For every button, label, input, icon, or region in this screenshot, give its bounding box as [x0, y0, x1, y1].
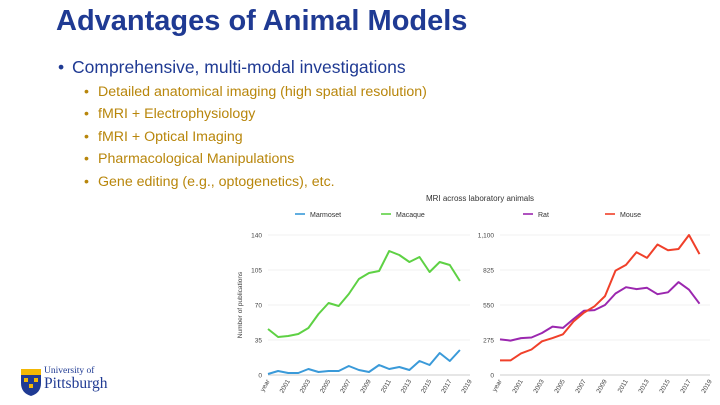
- sub-bullet: • fMRI + Optical Imaging: [84, 126, 427, 148]
- x-tick-label: 2001: [511, 378, 524, 394]
- series-line-macaque: [267, 250, 461, 338]
- x-tick-label: year: [491, 378, 504, 393]
- sub-bullet-text: fMRI + Optical Imaging: [98, 128, 243, 145]
- x-tick-label: 2009: [595, 378, 608, 394]
- legend-label-rat: Rat: [538, 212, 549, 219]
- x-tick-label: 2011: [380, 378, 393, 394]
- y-tick-label: 550: [483, 303, 494, 310]
- bullet-dot: •: [84, 128, 89, 145]
- slide-title: Advantages of Animal Models: [56, 5, 468, 37]
- bullet-dot: •: [58, 57, 65, 77]
- main-bullet: • Comprehensive, multi-modal investigatio…: [58, 57, 406, 78]
- y-tick-label: 275: [483, 338, 494, 345]
- x-tick-label: year: [259, 378, 272, 393]
- legend-label-mouse: Mouse: [620, 212, 641, 219]
- x-tick-label: 2017: [679, 378, 692, 394]
- y-tick-label: 35: [255, 338, 263, 345]
- y-tick-label: 0: [490, 373, 494, 380]
- x-tick-label: 2005: [553, 378, 566, 394]
- x-tick-label: 2015: [420, 378, 433, 394]
- x-tick-label: 2001: [279, 378, 292, 394]
- y-tick-label: 105: [251, 268, 262, 275]
- y-tick-label: 70: [255, 303, 263, 310]
- x-tick-label: 2013: [400, 378, 413, 394]
- main-bullet-text: Comprehensive, multi-modal investigation…: [72, 57, 406, 77]
- y-tick-label: 825: [483, 268, 494, 275]
- x-tick-label: 2003: [532, 378, 545, 394]
- bullet-dot: •: [84, 84, 89, 100]
- chart-title: MRI across laboratory animals: [426, 194, 534, 203]
- x-tick-label: 2007: [339, 378, 352, 394]
- university-logo: University of Pittsburgh: [20, 366, 120, 400]
- sub-bullet-text: Gene editing (e.g., optogenetics), etc.: [98, 173, 335, 190]
- x-tick-label: 2011: [617, 378, 630, 394]
- bullet-dot: •: [84, 173, 89, 190]
- mri-publications-chart: MRI across laboratory animals Marmoset Mac…: [237, 194, 714, 395]
- sub-bullet: • fMRI + Electrophysiology: [84, 103, 427, 125]
- series-line-rat: [499, 281, 701, 342]
- x-tick-label: 2015: [658, 378, 671, 394]
- legend-label-marmoset: Marmoset: [310, 212, 341, 219]
- y-axis-label: Number of publications: [237, 271, 244, 338]
- x-tick-label: 2007: [574, 378, 587, 394]
- sub-bullet: • Gene editing (e.g., optogenetics), etc.: [84, 171, 427, 193]
- sub-bullet: • Pharmacological Manipulations: [84, 148, 427, 170]
- x-tick-label: 2019: [700, 378, 713, 394]
- x-tick-label: 2013: [637, 378, 650, 394]
- series-line-mouse: [500, 234, 701, 362]
- bullet-dot: •: [84, 151, 89, 168]
- y-tick-label: 140: [251, 233, 262, 240]
- x-tick-label: 2003: [299, 378, 312, 394]
- y-tick-label: 1,100: [478, 233, 495, 240]
- logo-line1: University of: [44, 366, 95, 376]
- sub-bullet: • Detailed anatomical imaging (high spati…: [84, 81, 427, 103]
- sub-bullet-text: fMRI + Electrophysiology: [98, 106, 256, 123]
- sub-bullet-text: Pharmacological Manipulations: [98, 151, 295, 168]
- bullet-dot: •: [84, 106, 89, 123]
- legend-label-macaque: Macaque: [396, 212, 425, 219]
- sub-bullet-list: • Detailed anatomical imaging (high spati…: [84, 81, 427, 193]
- sub-bullet-text: Detailed anatomical imaging (high spatia…: [98, 84, 427, 100]
- logo-line2: Pittsburgh: [44, 375, 108, 392]
- x-tick-label: 2019: [460, 378, 473, 394]
- y-tick-label: 0: [258, 373, 262, 380]
- x-tick-label: 2017: [440, 378, 453, 394]
- x-tick-label: 2009: [359, 378, 372, 394]
- series-line-marmoset: [267, 349, 461, 375]
- x-tick-label: 2005: [319, 378, 332, 394]
- crest-icon: [21, 369, 41, 396]
